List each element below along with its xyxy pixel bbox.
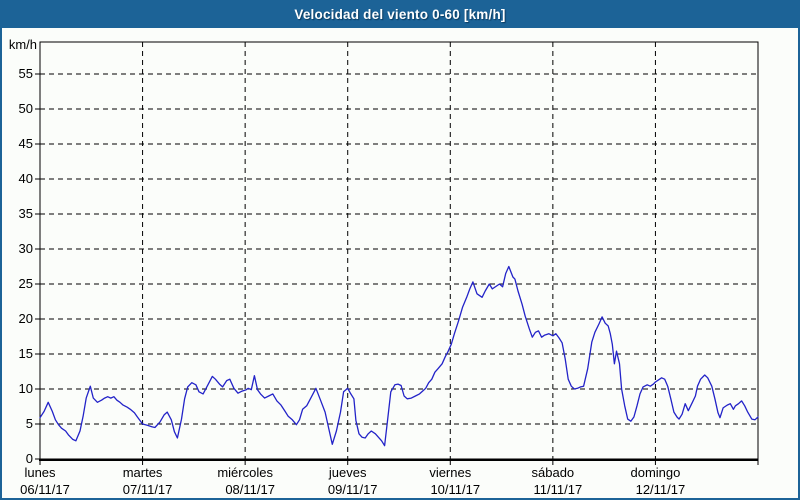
wind-speed-chart: 0 5 10 15 20 25 30 35 40 45 50 55 km/h lunes 06/11/17 m… — [9, 37, 759, 497]
chart-title-bar: Velocidad del viento 0-60 [km/h] — [0, 0, 800, 28]
x-axis-date-label: 07/11/17 — [123, 482, 173, 497]
y-axis-tick-label: 5 — [26, 416, 33, 431]
y-axis-tick-label: 10 — [19, 381, 33, 396]
y-axis-tick-label: 40 — [19, 171, 33, 186]
x-axis-date-label: 12/11/17 — [636, 482, 686, 497]
y-axis-tick-label: 25 — [19, 276, 33, 291]
y-axis-tick-label: 15 — [19, 346, 33, 361]
y-axis-unit-label: km/h — [9, 37, 37, 52]
wind-speed-series-line — [39, 265, 759, 447]
plot-frame — [39, 41, 759, 460]
y-axis-tick-label: 55 — [19, 66, 33, 81]
y-axis-tick-label: 0 — [26, 451, 33, 466]
x-axis-day-label: lunes — [24, 465, 56, 480]
x-axis-date-label: 06/11/17 — [20, 482, 70, 497]
x-axis-date-label: 10/11/17 — [430, 482, 480, 497]
x-axis-day-label: martes — [123, 465, 163, 480]
y-axis-tick-label: 30 — [19, 241, 33, 256]
x-axis-date-label: 09/11/17 — [328, 482, 378, 497]
x-axis-day-label: jueves — [328, 465, 367, 480]
y-axis-tick-label: 45 — [19, 136, 33, 151]
x-axis-day-label: sábado — [532, 465, 575, 480]
y-axis-tick-label: 35 — [19, 206, 33, 221]
x-axis-day-label: domingo — [630, 465, 680, 480]
chart-title: Velocidad del viento 0-60 [km/h] — [294, 6, 506, 22]
x-axis-date-label: 08/11/17 — [225, 482, 275, 497]
x-axis-date-label: 11/11/17 — [534, 482, 583, 497]
x-axis-day-label: viernes — [429, 465, 471, 480]
x-axis-day-label: miércoles — [217, 465, 273, 480]
y-axis-tick-label: 50 — [19, 101, 33, 116]
y-axis-tick-label: 20 — [19, 311, 33, 326]
